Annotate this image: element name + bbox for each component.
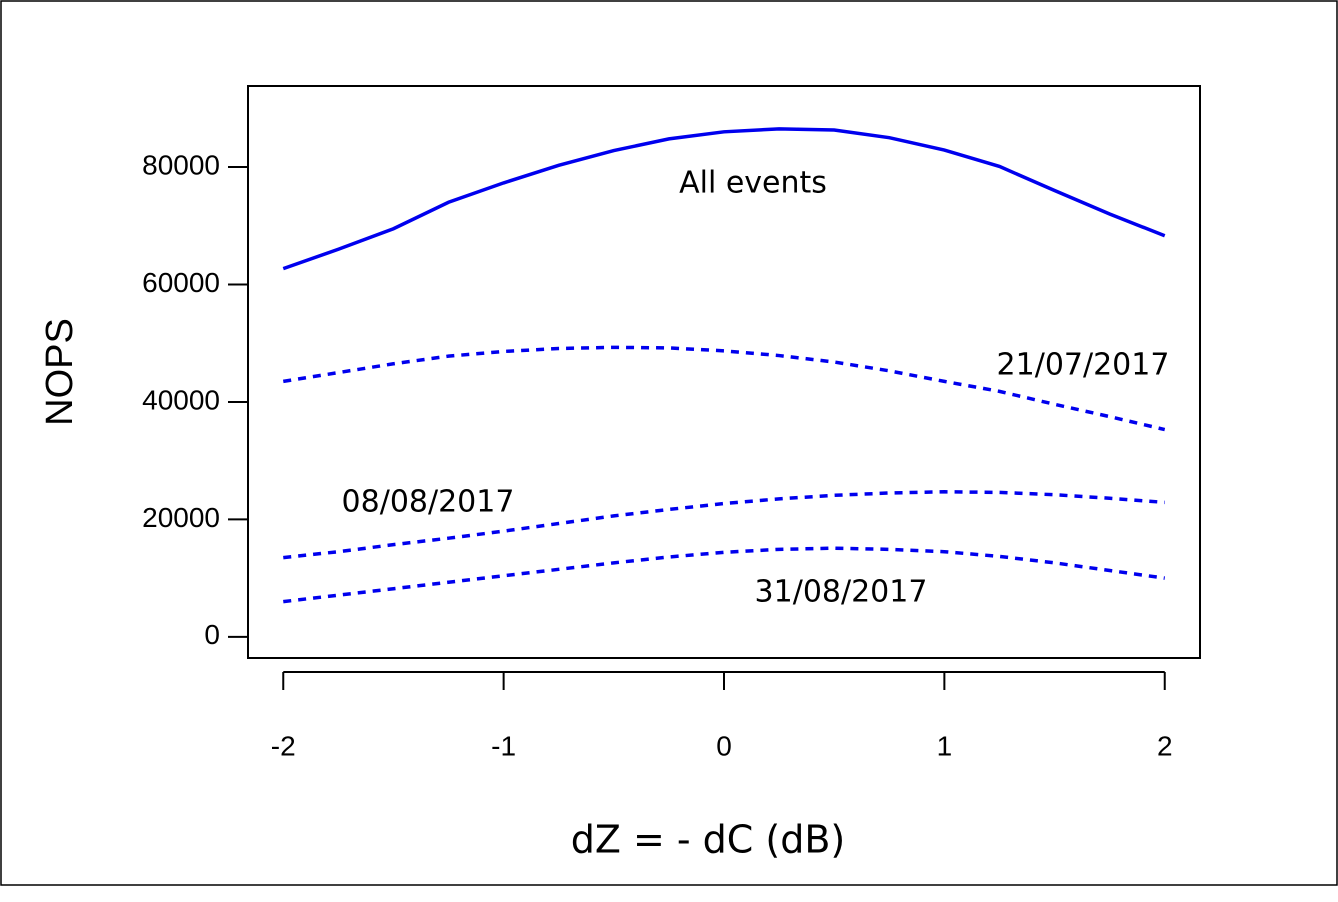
series-label: 08/08/2017 xyxy=(342,485,515,520)
y-tick-label: 20000 xyxy=(142,502,220,533)
y-tick-label: 80000 xyxy=(142,149,220,180)
x-tick-label: -1 xyxy=(491,730,516,761)
x-tick-label: 2 xyxy=(1157,730,1173,761)
series-label: 31/08/2017 xyxy=(755,575,928,610)
x-axis-title: dZ = - dC (dB) xyxy=(571,818,846,862)
series-line xyxy=(283,546,1165,604)
series-line xyxy=(282,127,1166,271)
y-axis-title: NOPS xyxy=(39,318,81,426)
y-tick-label: 60000 xyxy=(142,267,220,298)
y-tick-label: 40000 xyxy=(142,384,220,415)
x-tick-label: -2 xyxy=(271,730,296,761)
plot-box xyxy=(247,85,1201,659)
series-line xyxy=(283,490,1165,560)
series-line xyxy=(282,345,1166,432)
x-tick-label: 0 xyxy=(716,730,732,761)
series-label: All events xyxy=(679,166,827,201)
x-tick-label: 1 xyxy=(937,730,953,761)
series-label: 21/07/2017 xyxy=(997,348,1170,383)
y-tick-label: 0 xyxy=(204,619,220,650)
